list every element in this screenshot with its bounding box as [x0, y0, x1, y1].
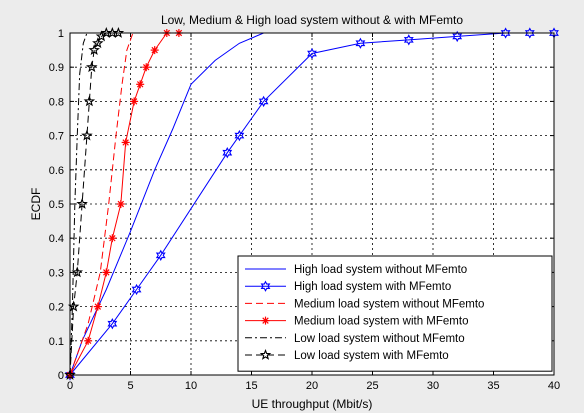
- legend-entry-1: High load system without MFemto: [245, 264, 467, 276]
- x-tick-label: 40: [548, 380, 560, 392]
- legend-entry-3: Medium load system without MFemto: [245, 298, 484, 310]
- legend-entry-6: Low load system with MFemto: [245, 348, 449, 362]
- data-point: [307, 47, 317, 60]
- x-tick-label: 0: [67, 380, 73, 392]
- data-point: [121, 138, 130, 147]
- legend: High load system without MFemto High load…: [237, 255, 553, 372]
- x-tick-label: 10: [185, 380, 197, 392]
- legend-entry-4: Medium load system with MFemto: [245, 316, 468, 328]
- x-tick-label: 20: [306, 380, 318, 392]
- data-point: [95, 30, 108, 42]
- series-line-3: [69, 32, 138, 376]
- y-tick-label: 0.2: [49, 302, 64, 314]
- data-point: [116, 200, 125, 208]
- series-line-2: [69, 32, 554, 376]
- y-axis-label: ECDF: [29, 188, 43, 221]
- legend-label: Low load system with MFemto: [294, 350, 449, 362]
- data-point: [64, 368, 76, 380]
- data-point: [84, 336, 93, 345]
- y-tick-label: 0.8: [49, 96, 64, 108]
- data-point: [76, 197, 88, 209]
- data-point: [234, 129, 245, 142]
- data-point: [155, 249, 166, 261]
- series-line-5: [69, 32, 92, 376]
- y-tick-label: 0: [58, 370, 64, 382]
- x-axis-label: UE throughput (Mbit/s): [252, 397, 373, 411]
- legend-label: Medium load system without MFemto: [294, 298, 484, 310]
- x-tick-label: 25: [366, 380, 378, 392]
- data-point: [130, 97, 139, 106]
- data-point: [524, 27, 535, 39]
- data-point: [150, 46, 159, 55]
- x-tick-label: 30: [427, 380, 439, 392]
- data-point: [136, 80, 145, 89]
- series-2: [65, 27, 559, 381]
- data-point: [131, 283, 142, 296]
- y-tick-label: 0.4: [49, 233, 64, 245]
- y-tick-label: 0.5: [49, 199, 64, 211]
- legend-label: Low load system without MFemto: [294, 333, 465, 345]
- y-tick-label: 0.9: [49, 62, 64, 74]
- data-point: [108, 234, 117, 243]
- chart-title: Low, Medium & High load system without &…: [161, 13, 463, 27]
- y-tick-label: 0.3: [49, 267, 64, 279]
- y-tick-label: 0.1: [49, 336, 64, 348]
- data-point: [86, 61, 98, 73]
- legend-entry-2: High load system with MFemto: [245, 280, 451, 293]
- data-point: [112, 26, 125, 38]
- legend-marker: [261, 316, 270, 325]
- data-point: [83, 95, 96, 107]
- x-tick-label: 15: [245, 380, 257, 392]
- x-tick-label: 35: [487, 380, 499, 392]
- data-point: [102, 268, 111, 277]
- data-point: [107, 318, 118, 330]
- legend-marker: [259, 348, 272, 360]
- y-tick-label: 1: [58, 28, 64, 40]
- data-point: [222, 147, 233, 159]
- y-tick-label: 0.7: [49, 131, 64, 143]
- legend-label: Medium load system with MFemto: [294, 316, 468, 328]
- data-point: [142, 63, 151, 72]
- series-layer: [64, 26, 559, 381]
- series-3: [69, 32, 138, 376]
- legend-marker: [260, 280, 271, 292]
- data-point: [65, 369, 75, 381]
- data-point: [403, 34, 414, 46]
- x-tick-label: 5: [127, 380, 133, 392]
- data-point: [71, 266, 84, 278]
- data-point: [88, 44, 100, 56]
- legend-label: High load system with MFemto: [294, 281, 451, 293]
- data-point: [81, 129, 93, 141]
- data-point: [500, 27, 511, 39]
- series-5: [69, 32, 92, 376]
- data-point: [93, 302, 102, 311]
- legend-box: [237, 255, 553, 372]
- axis-ticks: 0 5 10 15 20 25 30 35 40 0 0.1 0.2 0.3 0.4 0.5 0.6 0.7 0.…: [49, 28, 560, 392]
- data-point: [355, 37, 366, 49]
- legend-label: High load system without MFemto: [294, 264, 467, 276]
- data-point: [258, 95, 269, 108]
- y-tick-label: 0.6: [49, 165, 64, 177]
- data-point: [92, 37, 104, 49]
- legend-entry-5: Low load system without MFemto: [245, 333, 465, 345]
- data-point: [452, 30, 463, 43]
